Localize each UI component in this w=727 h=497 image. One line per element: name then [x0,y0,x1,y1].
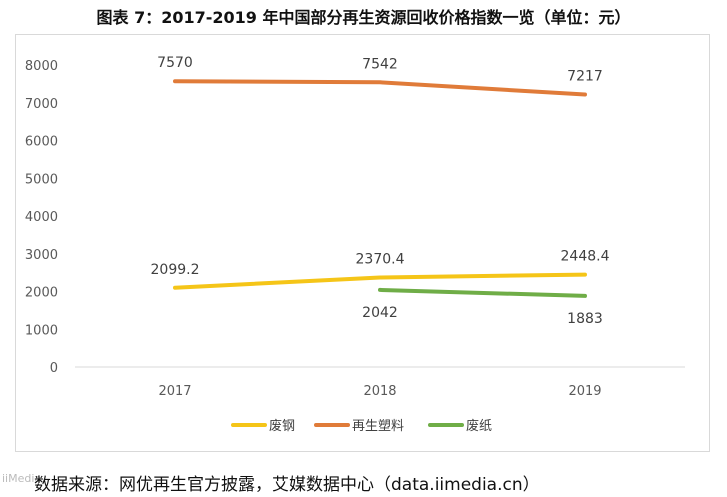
y-tick-label: 0 [50,361,58,376]
y-tick-label: 7000 [25,97,58,112]
watermark: iiMedia [2,472,42,485]
data-label-plastic: 7217 [567,69,603,85]
data-source: 数据来源：网优再生官方披露，艾媒数据中心（data.iimedia.cn） [34,475,540,495]
data-label-paper: 2042 [362,305,398,321]
y-tick-label: 1000 [25,323,58,338]
legend-label-steel: 废钢 [269,418,295,434]
data-label-steel: 2099.2 [151,262,200,278]
data-label-paper: 1883 [567,311,603,327]
data-label-plastic: 7542 [362,56,398,72]
y-tick-label: 5000 [25,172,58,187]
series-line-steel [173,272,587,290]
y-tick-label: 8000 [25,59,58,74]
series-line-plastic [173,79,587,97]
data-label-steel: 2370.4 [356,252,405,268]
x-tick-label: 2019 [568,384,601,399]
y-tick-label: 2000 [25,286,58,301]
line-chart: 0 1000 2000 3000 4000 5000 6000 7000 8000 2017 201… [25,55,685,434]
y-tick-label: 4000 [25,210,58,225]
series-line-paper [378,287,587,298]
data-label-plastic: 7570 [157,55,193,71]
legend-label-plastic: 再生塑料 [352,419,404,434]
chart-frame [15,34,710,452]
chart-title: 图表 7：2017-2019 年中国部分再生资源回收价格指数一览（单位：元） [96,8,631,27]
y-tick-label: 3000 [25,248,58,263]
legend-label-paper: 废纸 [466,418,492,434]
x-tick-label: 2018 [363,384,396,399]
y-tick-label: 6000 [25,135,58,150]
data-label-steel: 2448.4 [561,249,610,265]
x-tick-label: 2017 [158,384,191,399]
